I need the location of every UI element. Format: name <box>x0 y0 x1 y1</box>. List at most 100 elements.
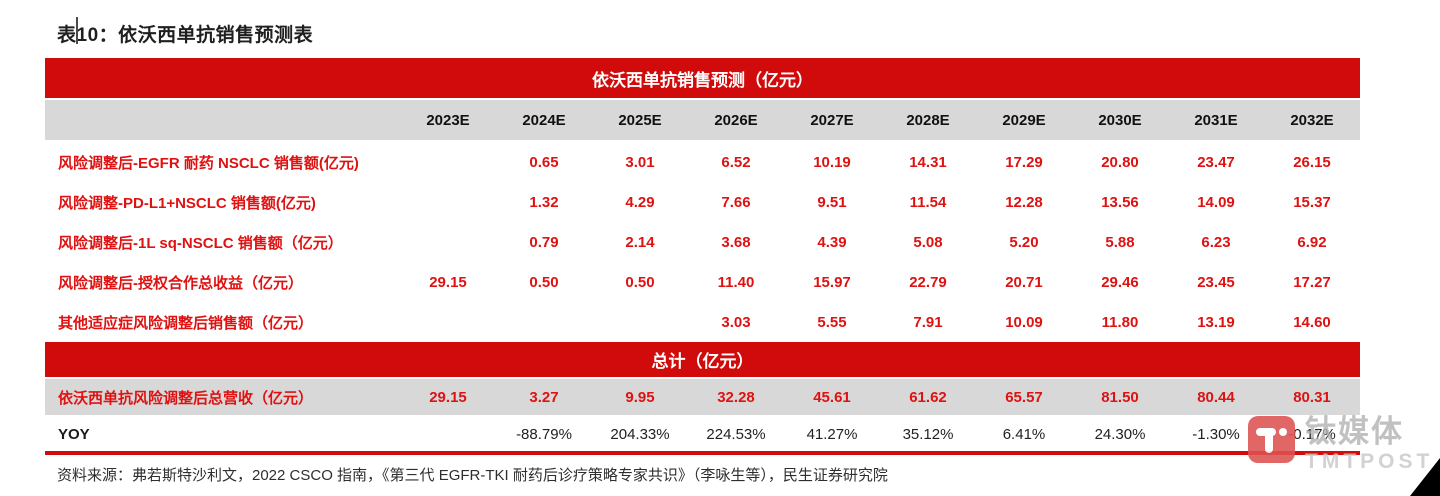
logo-t-stem <box>1265 430 1273 453</box>
table-banner: 依沃西单抗销售预测（亿元） <box>45 58 1360 100</box>
value-cell: 17.29 <box>976 142 1072 182</box>
value-cell: 29.15 <box>400 379 496 417</box>
row-label: 风险调整-PD-L1+NSCLC 销售额(亿元) <box>45 182 400 222</box>
value-cell: 224.53% <box>688 417 784 451</box>
value-cell: 6.41% <box>976 417 1072 451</box>
logo-dot <box>1279 428 1287 436</box>
value-cell: 14.60 <box>1264 302 1360 342</box>
forecast-table-wrap: 依沃西单抗销售预测（亿元） 2023E 2024E 2025E 2026E 2027E 2… <box>45 58 1360 451</box>
yoy-row: YOY -88.79% 204.33% 224.53% 41.27% 35.12% 6.41… <box>45 417 1360 451</box>
value-cell: 204.33% <box>592 417 688 451</box>
table-row: 其他适应症风险调整后销售额（亿元） 3.03 5.55 7.91 10.09 11.80 1… <box>45 302 1360 342</box>
value-cell: 3.01 <box>592 142 688 182</box>
value-cell: 10.09 <box>976 302 1072 342</box>
value-cell: 20.80 <box>1072 142 1168 182</box>
year-header: 2029E <box>976 100 1072 142</box>
table-row: 风险调整后-EGFR 耐药 NSCLC 销售额(亿元) 0.65 3.01 6.52 1… <box>45 142 1360 182</box>
value-cell: 1.32 <box>496 182 592 222</box>
value-cell: 23.45 <box>1168 262 1264 302</box>
value-cell: 32.28 <box>688 379 784 417</box>
value-cell: 12.28 <box>976 182 1072 222</box>
value-cell: 65.57 <box>976 379 1072 417</box>
value-cell: 80.44 <box>1168 379 1264 417</box>
value-cell: 6.92 <box>1264 222 1360 262</box>
value-cell <box>400 182 496 222</box>
value-cell: 4.29 <box>592 182 688 222</box>
value-cell: 5.08 <box>880 222 976 262</box>
value-cell: 20.71 <box>976 262 1072 302</box>
value-cell: 7.91 <box>880 302 976 342</box>
total-revenue-row: 依沃西单抗风险调整后总营收（亿元） 29.15 3.27 9.95 32.28 45.61… <box>45 379 1360 417</box>
year-header: 2030E <box>1072 100 1168 142</box>
table-banner-row: 依沃西单抗销售预测（亿元） <box>45 58 1360 100</box>
value-cell <box>592 302 688 342</box>
table-row: 风险调整后-1L sq-NSCLC 销售额（亿元） 0.79 2.14 3.68 4.3… <box>45 222 1360 262</box>
value-cell: 6.23 <box>1168 222 1264 262</box>
value-cell: 9.51 <box>784 182 880 222</box>
value-cell <box>400 222 496 262</box>
value-cell <box>400 142 496 182</box>
value-cell: 29.46 <box>1072 262 1168 302</box>
value-cell: 13.56 <box>1072 182 1168 222</box>
year-header-row: 2023E 2024E 2025E 2026E 2027E 2028E 2029E 2030E… <box>45 100 1360 142</box>
value-cell: 11.80 <box>1072 302 1168 342</box>
value-cell <box>400 302 496 342</box>
watermark-text: 钛媒体 TMTPOST <box>1305 416 1433 472</box>
value-cell: 5.55 <box>784 302 880 342</box>
value-cell: 0.50 <box>592 262 688 302</box>
value-cell: 5.20 <box>976 222 1072 262</box>
year-header: 2025E <box>592 100 688 142</box>
page-title: 表10：依沃西单抗销售预测表 <box>57 25 314 46</box>
value-cell: 11.40 <box>688 262 784 302</box>
total-banner: 总计（亿元） <box>45 342 1360 379</box>
value-cell: 3.68 <box>688 222 784 262</box>
year-header: 2026E <box>688 100 784 142</box>
year-header: 2028E <box>880 100 976 142</box>
value-cell: 4.39 <box>784 222 880 262</box>
value-cell: 29.15 <box>400 262 496 302</box>
row-label: 依沃西单抗风险调整后总营收（亿元） <box>45 379 400 417</box>
watermark-en-text: TMTPOST <box>1305 450 1434 473</box>
value-cell: 6.52 <box>688 142 784 182</box>
year-header: 2024E <box>496 100 592 142</box>
value-cell: 15.97 <box>784 262 880 302</box>
value-cell <box>400 417 496 451</box>
table-row: 风险调整-PD-L1+NSCLC 销售额(亿元) 1.32 4.29 7.66 9.51… <box>45 182 1360 222</box>
value-cell: 80.31 <box>1264 379 1360 417</box>
table-row: 风险调整后-授权合作总收益（亿元） 29.15 0.50 0.50 11.40 15.97… <box>45 262 1360 302</box>
tmtpost-logo-icon <box>1248 416 1295 463</box>
forecast-table: 依沃西单抗销售预测（亿元） 2023E 2024E 2025E 2026E 2027E 2… <box>45 58 1360 451</box>
row-label: 风险调整后-授权合作总收益（亿元） <box>45 262 400 302</box>
tmtpost-watermark: 钛媒体 TMTPOST <box>1248 416 1433 472</box>
value-cell: 15.37 <box>1264 182 1360 222</box>
year-header: 2023E <box>400 100 496 142</box>
value-cell: 9.95 <box>592 379 688 417</box>
year-header: 2032E <box>1264 100 1360 142</box>
value-cell: 81.50 <box>1072 379 1168 417</box>
value-cell: -88.79% <box>496 417 592 451</box>
value-cell: 45.61 <box>784 379 880 417</box>
table-bottom-rule <box>45 451 1360 455</box>
watermark-cn-text: 钛媒体 <box>1305 414 1404 449</box>
value-cell: 2.14 <box>592 222 688 262</box>
value-cell: 35.12% <box>880 417 976 451</box>
total-banner-row: 总计（亿元） <box>45 342 1360 379</box>
value-cell: 5.88 <box>1072 222 1168 262</box>
row-label: 其他适应症风险调整后销售额（亿元） <box>45 302 400 342</box>
value-cell: 41.27% <box>784 417 880 451</box>
value-cell: 24.30% <box>1072 417 1168 451</box>
label-column-header <box>45 100 400 142</box>
text-cursor <box>76 17 78 44</box>
year-header: 2031E <box>1168 100 1264 142</box>
value-cell: 10.19 <box>784 142 880 182</box>
source-note: 资料来源：弗若斯特沙利文，2022 CSCO 指南，《第三代 EGFR-TKI … <box>57 467 888 484</box>
value-cell: 17.27 <box>1264 262 1360 302</box>
value-cell: 61.62 <box>880 379 976 417</box>
value-cell: 13.19 <box>1168 302 1264 342</box>
value-cell: 22.79 <box>880 262 976 302</box>
value-cell: 7.66 <box>688 182 784 222</box>
row-label: YOY <box>45 417 400 451</box>
row-label: 风险调整后-1L sq-NSCLC 销售额（亿元） <box>45 222 400 262</box>
value-cell: 14.09 <box>1168 182 1264 222</box>
